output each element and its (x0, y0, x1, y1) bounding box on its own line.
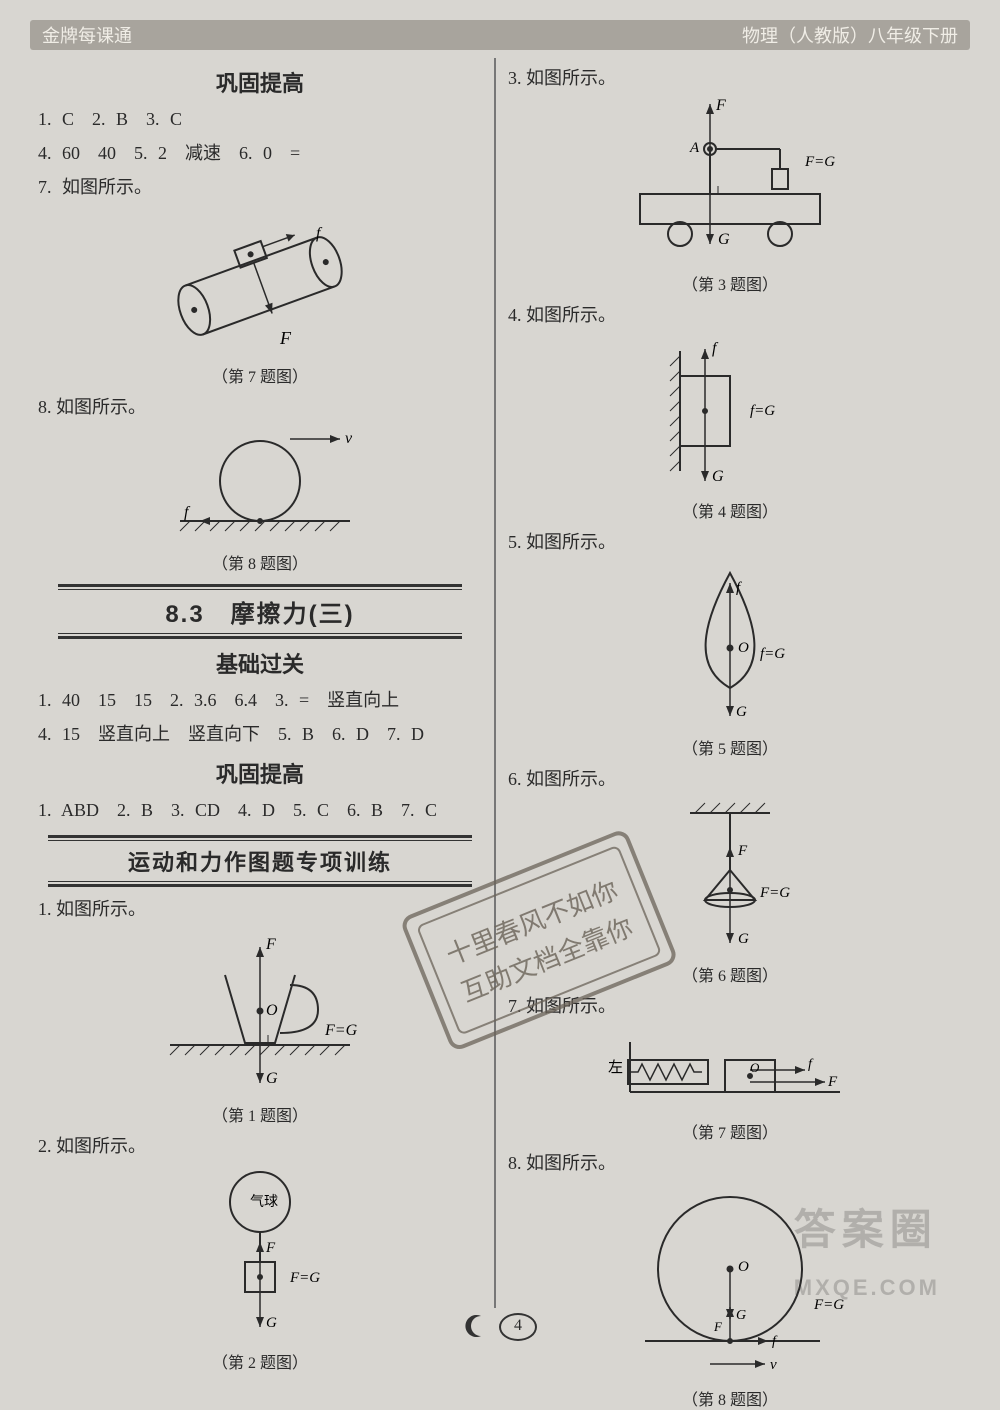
r-fig7-caption: （第 7 题图） (508, 1119, 952, 1143)
sp-q2: 2. 如图所示。 (38, 1132, 482, 1158)
watermark-url: MXQE.COM (794, 1275, 940, 1300)
sp-figure-2: 气球 F F=G G （第 2 题图） (38, 1162, 482, 1373)
label-v: v (345, 430, 353, 447)
r-q3: 3. 如图所示。 (508, 64, 952, 90)
label-F: F (715, 97, 726, 114)
label-f: f (712, 340, 719, 357)
label-f: f (184, 504, 191, 521)
label-O: O (750, 1060, 760, 1075)
heading-8-3: 8.3 摩擦力(三) (58, 584, 462, 639)
answers-line: 1. ABD 2. B 3. CD 4. D 5. C 6. B 7. C (38, 795, 482, 825)
answers-line: 4. 15 竖直向上 竖直向下 5. B 6. D 7. D (38, 719, 482, 749)
label-balloon: 气球 (250, 1194, 278, 1210)
r-fig4-caption: （第 4 题图） (508, 498, 952, 522)
label-A: A (689, 140, 700, 156)
page: 金牌每课通 物理（人教版）八年级下册 巩固提高 1. C 2. B 3. C 4… (0, 0, 1000, 1365)
label-G: G (266, 1070, 278, 1087)
r-fig8-caption: （第 8 题图） (508, 1386, 952, 1410)
answers-line: 1. C 2. B 3. C (38, 104, 482, 134)
heading-special: 运动和力作图题专项训练 (48, 835, 472, 887)
label-f: f (316, 225, 323, 242)
label-O: O (738, 1259, 749, 1275)
r-figure-7: 左 O f F （第 7 题图） (508, 1022, 952, 1143)
fig8-caption: （第 8 题图） (38, 550, 482, 574)
r-figure-5: f O f=G G （第 5 题图） (508, 558, 952, 759)
fig8-svg: v f (140, 423, 380, 543)
r-q6: 6. 如图所示。 (508, 765, 952, 791)
page-number: 4 (499, 1313, 537, 1341)
label-fG: f=G (760, 646, 785, 662)
label-FG: F=G (759, 885, 790, 901)
watermark-main: 答案圈 MXQE.COM (794, 1196, 940, 1305)
label-F: F (279, 328, 292, 348)
label-F: F (827, 1074, 838, 1090)
watermark-text: 答案圈 (794, 1206, 938, 1253)
label-FG: F=G (289, 1270, 320, 1286)
left-column: 巩固提高 1. C 2. B 3. C 4. 60 40 5. 2 减速 6. … (30, 58, 490, 1308)
figure-8: v f （第 8 题图） (38, 423, 482, 574)
r-fig3-svg: F A F=G G (580, 94, 880, 264)
heading-special-text: 运动和力作图题专项训练 (48, 840, 472, 882)
section-title-gttg: 巩固提高 (38, 66, 482, 98)
figure-7: f F （第 7 题图） (38, 206, 482, 387)
r-q5: 5. 如图所示。 (508, 528, 952, 554)
label-v: v (770, 1357, 777, 1373)
right-column: 3. 如图所示。 (500, 58, 960, 1308)
section-title-gttg2: 巩固提高 (38, 757, 482, 789)
r-fig4-svg: f f=G G (620, 331, 840, 491)
label-O: O (738, 640, 749, 656)
r-fig3-caption: （第 3 题图） (508, 271, 952, 295)
label-G: G (738, 931, 749, 947)
label-f: f (808, 1057, 814, 1072)
label-FG: F=G (804, 154, 835, 170)
page-number-wrap: 4 (0, 1313, 1000, 1341)
label-F: F (265, 1240, 276, 1256)
label-G: G (736, 704, 747, 720)
r-q4: 4. 如图所示。 (508, 301, 952, 327)
section-title-jcgk: 基础过关 (38, 647, 482, 679)
label-FG: F=G (324, 1022, 358, 1039)
sp-fig2-caption: （第 2 题图） (38, 1349, 482, 1373)
label-G: G (712, 468, 724, 485)
r-fig7-svg: 左 O f F (590, 1022, 870, 1112)
header-right: 物理（人教版）八年级下册 (500, 22, 958, 48)
fig7-svg: f F (130, 206, 390, 356)
header-bar: 金牌每课通 物理（人教版）八年级下册 (30, 20, 970, 50)
sp-fig1-caption: （第 1 题图） (38, 1102, 482, 1126)
answers-line: 1. 40 15 15 2. 3.6 6.4 3. = 竖直向上 (38, 685, 482, 715)
label-fG: f=G (750, 403, 775, 419)
r-figure-4: f f=G G （第 4 题图） (508, 331, 952, 522)
sp-fig1-svg: F O F=G G (130, 925, 390, 1095)
r-fig5-caption: （第 5 题图） (508, 735, 952, 759)
label-F: F (737, 843, 748, 859)
columns: 巩固提高 1. C 2. B 3. C 4. 60 40 5. 2 减速 6. … (30, 58, 970, 1308)
r-q8: 8. 如图所示。 (508, 1149, 952, 1175)
answers-line: 4. 60 40 5. 2 减速 6. 0 = (38, 138, 482, 168)
crescent-icon (463, 1313, 489, 1339)
label-F: F (265, 936, 276, 953)
r-figure-3: F A F=G G （第 3 题图） (508, 94, 952, 295)
q8: 8. 如图所示。 (38, 393, 482, 419)
label-left: 左 (608, 1059, 623, 1076)
r-fig5-svg: f O f=G G (630, 558, 830, 728)
label-O: O (266, 1002, 278, 1019)
answers-line: 7. 如图所示。 (38, 172, 482, 202)
heading-8-3-text: 8.3 摩擦力(三) (58, 589, 462, 634)
header-left: 金牌每课通 (42, 22, 500, 48)
column-divider (494, 58, 496, 1308)
fig7-caption: （第 7 题图） (38, 363, 482, 387)
label-G: G (718, 231, 730, 248)
